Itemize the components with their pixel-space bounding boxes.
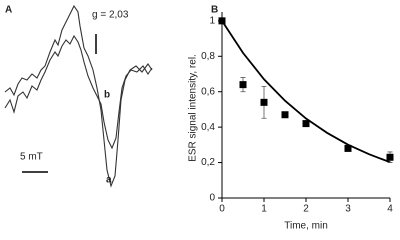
panel-label: A [5, 5, 12, 16]
data-point [260, 98, 268, 106]
x-tick-label: 3 [345, 204, 351, 215]
y-tick-label: 0,6 [201, 86, 215, 97]
x-tick-label: 4 [387, 204, 393, 215]
spectrum-b [4, 34, 153, 150]
data-point [386, 153, 394, 161]
x-tick-label: 2 [303, 204, 309, 215]
annotation: g = 2,03 [92, 10, 129, 21]
spectrum-a [4, 4, 153, 188]
annotation: 5 mT [20, 152, 43, 163]
y-tick-label: 1 [209, 15, 215, 26]
data-point [344, 144, 352, 152]
y-tick-label: 0,8 [201, 51, 215, 62]
data-point [218, 17, 226, 25]
annotation: a [106, 175, 112, 186]
x-tick-label: 1 [261, 204, 267, 215]
x-axis-label: Time, min [284, 221, 328, 232]
y-axis-label: ESR signal intensity, rel. [188, 54, 199, 162]
data-point [302, 120, 310, 128]
annotation: b [104, 90, 110, 101]
data-point [281, 111, 289, 119]
data-point [239, 81, 247, 89]
fit-curve [221, 20, 391, 164]
x-tick-label: 0 [219, 204, 225, 215]
y-tick-label: 0,4 [201, 122, 215, 133]
panel-label: B [211, 5, 218, 16]
y-tick-label: 0,2 [201, 157, 215, 168]
y-tick-label: 0 [209, 193, 215, 204]
